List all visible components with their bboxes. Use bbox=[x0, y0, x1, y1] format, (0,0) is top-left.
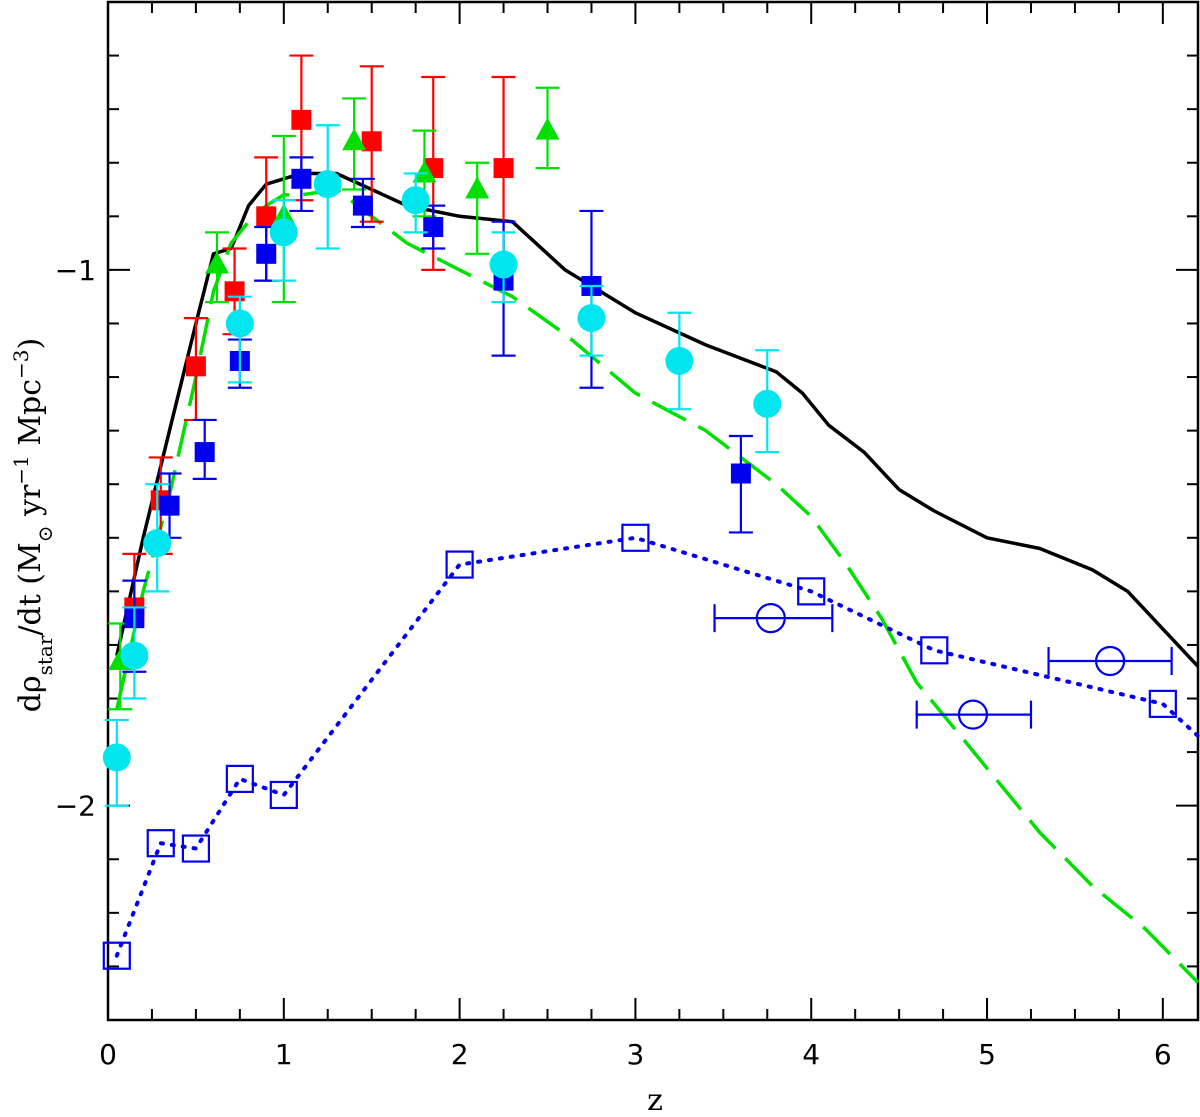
blue-open-squares-point bbox=[621, 523, 650, 552]
cyan-circles-point bbox=[225, 309, 254, 338]
cyan-circles-point bbox=[269, 218, 298, 247]
black-model bbox=[115, 171, 1200, 668]
blue-squares-point bbox=[194, 442, 215, 463]
red-squares-point bbox=[291, 109, 312, 130]
blue-open-circles-point bbox=[957, 699, 989, 730]
cyan-circles-point bbox=[143, 529, 172, 558]
cyan-circles-point bbox=[665, 346, 694, 375]
cyan-circles-point bbox=[489, 250, 518, 279]
y-axis-title-part: ) bbox=[13, 338, 48, 350]
blue-open-squares-point bbox=[181, 834, 211, 863]
green-triangles-point bbox=[465, 176, 490, 199]
red-squares-point bbox=[361, 131, 382, 152]
cyan-circles-point bbox=[102, 743, 131, 772]
y-axis-title-part: −3 bbox=[9, 349, 33, 378]
green-triangles-point bbox=[535, 117, 560, 140]
x-tick-label: 0 bbox=[99, 1038, 117, 1071]
data-markers bbox=[102, 54, 1177, 970]
blue-open-squares-point bbox=[797, 577, 826, 606]
blue-open-circles-point bbox=[1094, 645, 1126, 677]
y-axis-title-part: dρ bbox=[13, 675, 48, 712]
y-axis-title-part: star bbox=[33, 635, 57, 675]
red-squares-point bbox=[224, 281, 245, 302]
y-axis-title-part: ⊙ bbox=[33, 526, 57, 543]
y-tick-label: −1 bbox=[55, 254, 96, 287]
x-tick-label: 2 bbox=[451, 1038, 469, 1071]
blue-open-circles-point bbox=[755, 603, 786, 634]
blue-squares-point bbox=[730, 463, 751, 484]
red-squares-point bbox=[256, 206, 277, 227]
y-axis-title-text: dρstar/dt (M⊙ yr−1 Mpc−3) bbox=[9, 338, 57, 713]
y-axis-title-part: /dt (M bbox=[13, 542, 48, 635]
model-curves bbox=[114, 171, 1200, 984]
blue-open-squares-point bbox=[146, 829, 175, 858]
green-triangles-point bbox=[205, 251, 229, 274]
blue-squares-point bbox=[159, 495, 180, 516]
cyan-circles-point bbox=[577, 304, 606, 333]
blue-open-squares-point bbox=[225, 764, 254, 793]
green-triangles-point bbox=[412, 160, 437, 183]
green-triangles-point bbox=[342, 128, 367, 151]
axes bbox=[106, 0, 1200, 1022]
y-axis-title: dρstar/dt (M⊙ yr−1 Mpc−3) bbox=[9, 338, 57, 713]
cyan-circles-point bbox=[753, 389, 782, 418]
plot-frame bbox=[106, 0, 1200, 1022]
tick-labels: 0 1 2 3 4 5 6 −1 −2 bbox=[55, 254, 1172, 1071]
blue-dotted-model bbox=[114, 535, 1200, 958]
blue-open-squares-point bbox=[269, 780, 298, 810]
red-squares-point bbox=[493, 158, 514, 179]
blue-squares-point bbox=[352, 195, 373, 216]
x-tick-label: 6 bbox=[1154, 1038, 1172, 1071]
x-tick-label: 1 bbox=[275, 1038, 293, 1071]
x-tick-label: 4 bbox=[802, 1038, 820, 1071]
x-tick-label: 5 bbox=[978, 1038, 996, 1071]
y-axis-title-part: Mpc bbox=[13, 379, 48, 455]
cyan-circles-point bbox=[401, 186, 430, 215]
blue-squares-point bbox=[256, 243, 277, 264]
blue-open-squares-point bbox=[1148, 689, 1177, 718]
green-dashed-model bbox=[115, 187, 1200, 984]
blue-squares-point bbox=[423, 217, 444, 238]
x-axis-title: z bbox=[647, 1083, 663, 1117]
cyan-circles-point bbox=[120, 641, 149, 670]
blue-open-squares-point bbox=[920, 636, 949, 665]
cyan-circles-point bbox=[313, 170, 342, 199]
blue-open-squares-point bbox=[445, 550, 474, 579]
blue-squares-point bbox=[291, 168, 312, 189]
y-axis-title-part: yr bbox=[13, 484, 48, 525]
x-tick-label: 3 bbox=[627, 1038, 645, 1071]
y-tick-label: −2 bbox=[55, 790, 96, 823]
red-squares-point bbox=[185, 356, 206, 377]
blue-open-squares-point bbox=[102, 941, 131, 970]
y-axis-title-part: −1 bbox=[9, 455, 33, 484]
